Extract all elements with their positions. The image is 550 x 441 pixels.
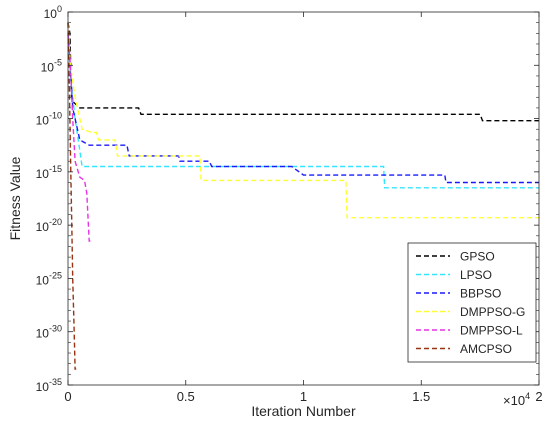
y-tick-label: 10-35 (36, 377, 62, 394)
x-axis-label: Iteration Number (251, 403, 356, 419)
x-tick-label: 2 (535, 389, 542, 404)
x-tick-label: 1 (300, 389, 307, 404)
legend-label: LPSO (460, 268, 492, 282)
legend-label: DMPPSO-L (460, 324, 523, 338)
series-layer (67, 22, 539, 370)
series-line-dmppso-g (67, 22, 539, 219)
x-axis-multiplier: ×104 (503, 391, 530, 408)
x-tick-label: 1.5 (412, 389, 430, 404)
series-line-bbpso (67, 22, 539, 184)
legend-label: BBPSO (460, 287, 501, 301)
y-tick-label: 10-15 (36, 164, 62, 181)
legend-label: GPSO (460, 250, 495, 264)
y-tick-label: 100 (44, 4, 62, 21)
series-line-dmppso-l (67, 33, 91, 242)
axes (67, 11, 540, 386)
tick-labels: 0 0.5 1 1.5 2 100 10-5 10-10 10-15 10-20 10-25 10-3… (36, 4, 543, 404)
y-tick-label: 10-5 (41, 57, 62, 74)
y-axis-label: Fitness Value (7, 156, 23, 240)
x-tick-label: 0.5 (177, 389, 195, 404)
series-line-gpso (67, 22, 539, 122)
x-tick-label: 0 (64, 389, 71, 404)
x-multiplier-exponent: 4 (525, 391, 530, 401)
legend-box (407, 242, 537, 363)
legend: GPSO LPSO BBPSO DMPPSO-G DMPPSO-L AMCPSO (407, 242, 537, 363)
y-tick-label: 10-20 (36, 217, 62, 234)
y-tick-label: 10-25 (36, 270, 62, 287)
legend-label: DMPPSO-G (460, 305, 525, 319)
y-tick-label: 10-10 (36, 111, 62, 128)
legend-label: AMCPSO (460, 342, 512, 356)
x-multiplier-base: ×10 (503, 393, 525, 408)
y-tick-label: 10-30 (36, 324, 62, 341)
